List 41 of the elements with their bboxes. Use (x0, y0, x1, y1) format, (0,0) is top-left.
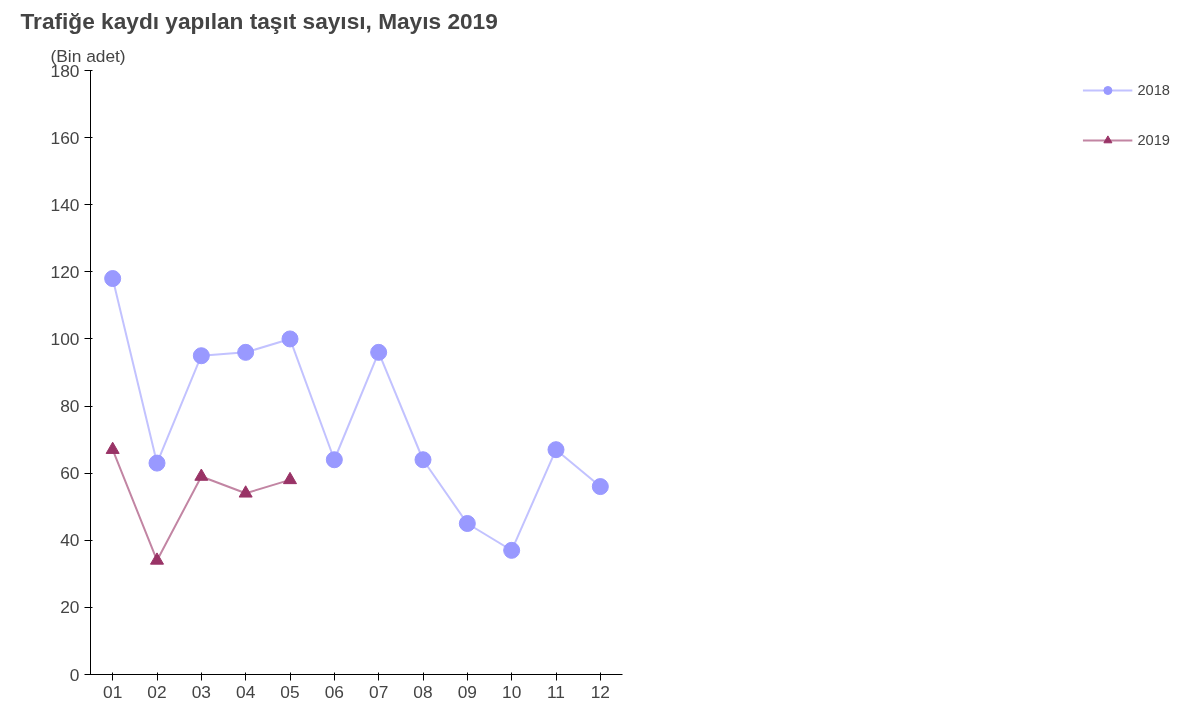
point (237, 343, 255, 361)
point (104, 270, 122, 288)
x-tick-label: 07 (369, 681, 389, 702)
point (325, 451, 343, 469)
y-tick-label: 20 (60, 597, 80, 618)
point (591, 478, 609, 496)
y-tick-label: 0 (69, 664, 80, 685)
point (414, 451, 432, 469)
x-tick-label: 11 (547, 681, 566, 702)
y-tick-label: 100 (50, 328, 80, 349)
point (503, 541, 521, 559)
x-tick-label: 03 (191, 681, 211, 702)
y-tick-label: 140 (50, 194, 80, 215)
x-tick-label: 05 (280, 681, 300, 702)
point (194, 468, 209, 481)
point (148, 454, 166, 472)
x-tick-label: 12 (590, 681, 610, 702)
y-tick-label: 40 (60, 530, 80, 551)
x-tick-label: 08 (413, 681, 433, 702)
y-tick-label: 120 (50, 261, 80, 282)
point (370, 343, 388, 361)
x-tick-label: 04 (236, 681, 256, 702)
point (192, 347, 210, 365)
x-tick-label: 10 (502, 681, 522, 702)
x-tick-label: 02 (147, 681, 167, 702)
y-tick-label: 60 (60, 463, 80, 484)
point (150, 552, 164, 565)
legend-label: 2019 (1137, 132, 1170, 148)
chart-title: Trafiğe kaydı yapılan taşıt sayısı, Mayıs 2019 (20, 7, 498, 34)
point (281, 330, 299, 348)
legend-label: 2018 (1137, 82, 1170, 98)
point (458, 515, 476, 532)
point (105, 441, 120, 454)
point (283, 471, 297, 485)
point (547, 441, 565, 459)
point (238, 485, 253, 498)
y-tick-label: 80 (60, 396, 80, 417)
x-tick-label: 06 (324, 681, 344, 702)
x-tick-label: 01 (103, 681, 123, 702)
y-tick-label: 160 (50, 127, 80, 148)
x-tick-label: 09 (457, 681, 477, 702)
